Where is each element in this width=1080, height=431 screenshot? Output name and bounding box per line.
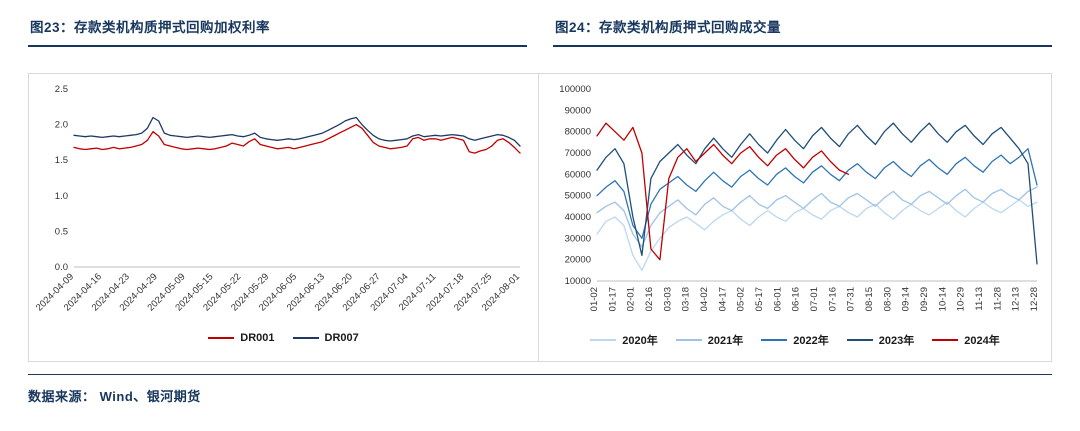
y-tick-label: 0.0 xyxy=(54,262,67,273)
x-tick-label: 07-31 xyxy=(846,287,857,311)
legend-label: 2024年 xyxy=(964,335,1000,347)
x-tick-label: 02-01 xyxy=(626,287,637,311)
legend-item: DR007 xyxy=(292,332,359,344)
series-line-1 xyxy=(596,186,1038,248)
y-tick-label: 50000 xyxy=(565,191,591,202)
x-tick-label: 05-17 xyxy=(754,287,765,311)
y-tick-label: 1.5 xyxy=(54,155,67,166)
x-tick-label: 08-30 xyxy=(882,287,893,311)
legend-label: 2021年 xyxy=(707,335,744,347)
legend-line-swatch xyxy=(932,339,959,341)
legend-item: 2021年 xyxy=(675,332,744,348)
x-tick-label: 09-14 xyxy=(901,287,912,311)
series-line-4 xyxy=(596,122,850,261)
x-tick-label: 09-29 xyxy=(919,287,930,311)
legend-item: 2023年 xyxy=(846,332,915,348)
y-tick-label: 100000 xyxy=(559,84,591,95)
y-tick-label: 80000 xyxy=(565,127,591,138)
legend-label: 2022年 xyxy=(793,335,829,347)
series-line-0 xyxy=(596,199,1038,271)
x-tick-label: 06-01 xyxy=(772,287,783,311)
repo-volume-chart-svg: 10000 20000 30000 40000 50000 60000 70000 80000… xyxy=(559,84,1040,311)
data-source-text: 数据来源： Wind、银河期货 xyxy=(28,389,201,404)
y-tick-label: 70000 xyxy=(565,148,591,159)
footer-divider xyxy=(28,374,1052,375)
legend-line-swatch xyxy=(292,337,319,339)
repo-volume-chart-legend: 2020年 2021年 2022年 2023年 2024年 xyxy=(590,332,1000,348)
x-tick-label: 12-13 xyxy=(1011,287,1022,311)
x-tick-label: 06-16 xyxy=(791,287,802,311)
legend-line-swatch xyxy=(846,339,873,341)
x-tick-label: 12-28 xyxy=(1029,287,1040,311)
legend-line-swatch xyxy=(761,339,788,341)
x-tick-label: 07-01 xyxy=(809,287,820,311)
y-tick-label: 2.5 xyxy=(54,84,67,95)
figure-24-chart: 10000 20000 30000 40000 50000 60000 70000 80000… xyxy=(539,74,1051,361)
repo-rate-chart-legend: DR001 DR007 xyxy=(208,332,359,344)
x-tick-label: 01-17 xyxy=(607,287,618,311)
x-tick-label: 07-16 xyxy=(827,287,838,311)
legend-label: 2023年 xyxy=(878,335,915,347)
x-tick-label: 02-16 xyxy=(644,287,655,311)
y-tick-label: 60000 xyxy=(565,169,591,180)
x-tick-label: 10-14 xyxy=(937,287,948,311)
x-tick-label: 03-18 xyxy=(681,287,692,311)
y-tick-label: 40000 xyxy=(565,212,591,223)
y-tick-label: 2.0 xyxy=(54,120,67,131)
y-tick-label: 20000 xyxy=(565,255,591,266)
figure-titles-row: 图23：存款类机构质押式回购加权利率 图24：存款类机构质押式回购成交量 xyxy=(28,12,1052,47)
series-line-2 xyxy=(596,148,1038,239)
y-tick-label: 30000 xyxy=(565,233,591,244)
y-tick-label: 10000 xyxy=(565,276,591,287)
series-line-3 xyxy=(596,122,1038,265)
legend-item: DR001 xyxy=(208,332,275,344)
legend-line-swatch xyxy=(590,339,617,341)
x-tick-label: 08-15 xyxy=(864,287,875,311)
x-tick-label: 04-02 xyxy=(699,287,710,311)
chart-divider xyxy=(538,74,539,361)
legend-item: 2020年 xyxy=(590,332,658,348)
figure-23-title: 图23：存款类机构质押式回购加权利率 xyxy=(28,12,527,47)
repo-rate-chart-svg: 0.00.51.01.52.02.52024-04-092024-04-1620… xyxy=(34,84,522,313)
legend-item: 2022年 xyxy=(761,332,829,348)
legend-label: DR001 xyxy=(240,332,275,344)
x-tick-label: 11-28 xyxy=(992,287,1003,311)
series-line-1 xyxy=(72,116,521,147)
legend-label: 2020年 xyxy=(622,335,658,347)
y-tick-label: 90000 xyxy=(565,105,591,116)
figure-24-title: 图24：存款类机构质押式回购成交量 xyxy=(553,12,1052,47)
legend-item: 2024年 xyxy=(932,332,1000,348)
y-tick-label: 0.5 xyxy=(54,226,67,237)
series-line-0 xyxy=(72,123,521,154)
legend-line-swatch xyxy=(675,339,702,341)
x-tick-label: 03-03 xyxy=(662,287,673,311)
y-tick-label: 1.0 xyxy=(54,191,67,202)
legend-line-swatch xyxy=(208,337,235,339)
x-tick-label: 05-02 xyxy=(736,287,747,311)
x-tick-label: 11-13 xyxy=(974,287,985,311)
x-tick-label: 04-17 xyxy=(717,287,728,311)
figure-23-chart: 0.0 0.5 1.0 1.5 2.0 2.5 2024-04-09 2024-04-16 20… xyxy=(29,74,538,361)
x-tick-label: 10-29 xyxy=(956,287,967,311)
charts-container: 0.0 0.5 1.0 1.5 2.0 2.5 2024-04-09 2024-04-16 20… xyxy=(28,73,1052,362)
x-tick-label: 01-02 xyxy=(589,287,600,311)
legend-label: DR007 xyxy=(324,332,359,344)
